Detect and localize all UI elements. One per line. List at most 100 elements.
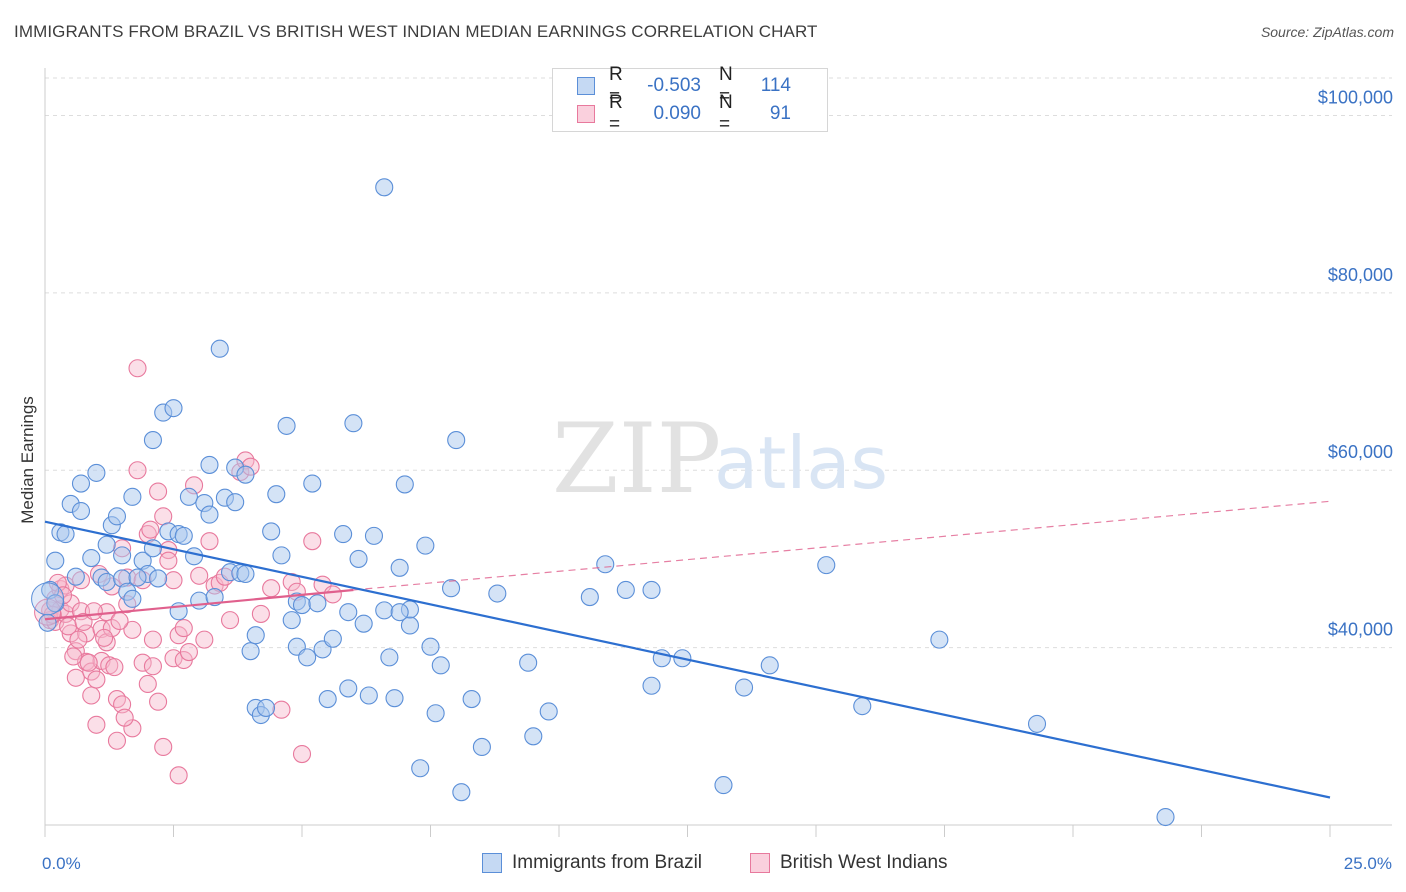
data-point-bwi — [107, 690, 127, 709]
data-point-brazil — [375, 178, 394, 197]
data-point-bwi — [272, 700, 291, 719]
data-point-bwi — [282, 572, 301, 592]
series-legend-swatch-blue — [482, 853, 502, 873]
data-point-bwi — [179, 643, 198, 662]
data-point-brazil — [143, 539, 162, 558]
data-point-brazil — [853, 697, 872, 716]
tick-labels: $40,000 $60,000 $80,000 $100,000 0.0% 25.0% — [42, 87, 1393, 873]
data-point-brazil — [339, 603, 358, 622]
data-point-brazil — [236, 564, 255, 584]
data-point-bwi — [66, 668, 85, 687]
legend-n-value: 91 — [769, 103, 791, 124]
data-point-brazil — [760, 656, 779, 675]
data-point-brazil — [277, 416, 296, 435]
data-point-brazil — [714, 776, 733, 795]
data-point-brazil — [318, 690, 337, 709]
data-point-bwi — [79, 653, 98, 672]
trend-line-bwi — [44, 588, 354, 621]
data-point-brazil — [359, 686, 378, 705]
data-point-bwi — [251, 604, 270, 623]
data-point-bwi — [123, 620, 142, 639]
data-point-brazil — [200, 505, 219, 524]
data-point-brazil — [128, 568, 147, 587]
x-tick-label: 0.0% — [42, 854, 81, 873]
data-point-bwi — [174, 619, 193, 638]
data-point-brazil — [596, 555, 615, 574]
data-point-brazil — [734, 678, 754, 697]
data-point-brazil — [524, 727, 543, 746]
data-point-bwi — [159, 551, 178, 570]
data-point-bwi — [143, 657, 162, 676]
data-point-brazil — [539, 702, 558, 721]
data-point-brazil — [421, 637, 440, 656]
data-point-brazil — [426, 704, 445, 723]
data-point-brazil — [97, 572, 116, 592]
data-point-brazil — [38, 613, 57, 632]
legend-n-value: 114 — [760, 75, 791, 96]
data-point-brazil — [411, 759, 430, 778]
data-point-bwi — [169, 766, 188, 785]
data-point-brazil — [292, 595, 312, 615]
y-tick-label: $60,000 — [1328, 442, 1393, 462]
data-point-bwi — [128, 461, 147, 480]
data-point-bwi — [95, 628, 114, 647]
legend-row-brazil: R = -0.503 N = 114 — [577, 64, 791, 107]
data-point-brazil — [817, 556, 836, 575]
data-point-brazil — [272, 546, 291, 565]
legend-swatch-pink — [577, 105, 595, 123]
data-point-brazil — [82, 548, 101, 568]
data-point-bwi — [128, 359, 147, 378]
data-point-bwi — [133, 653, 152, 672]
data-point-bwi — [115, 708, 134, 727]
data-point-brazil — [66, 567, 85, 586]
y-tick-label: $100,000 — [1318, 87, 1393, 107]
data-point-brazil — [323, 629, 342, 648]
series-legend-item-brazil: Immigrants from Brazil — [482, 852, 702, 874]
data-point-brazil — [390, 603, 409, 622]
data-point-bwi — [113, 695, 132, 714]
data-point-bwi — [102, 619, 121, 638]
data-point-bwi — [69, 630, 88, 649]
y-tick-label: $40,000 — [1328, 620, 1393, 640]
data-point-brazil — [71, 501, 91, 521]
data-point-bwi — [292, 744, 312, 764]
legend-n-label: N = — [719, 92, 733, 135]
data-point-brazil — [87, 463, 106, 482]
data-point-bwi — [82, 686, 101, 705]
trend-line-bwi-dashed — [353, 500, 1331, 591]
data-point-brazil-cluster — [31, 582, 65, 616]
data-point-brazil — [519, 653, 538, 672]
data-point-brazil — [241, 642, 260, 661]
data-point-bwi — [303, 532, 322, 551]
data-point-bwi — [84, 602, 103, 621]
data-point-bwi — [107, 731, 127, 750]
data-point-brazil — [46, 594, 65, 613]
data-point-brazil — [303, 474, 322, 493]
data-point-bwi — [220, 611, 240, 630]
data-point-brazil — [364, 526, 384, 545]
data-point-brazil — [472, 737, 491, 757]
data-point-brazil — [262, 522, 281, 541]
y-axis-label: Median Earnings — [18, 396, 37, 524]
data-point-brazil — [185, 547, 204, 566]
data-point-brazil — [339, 679, 358, 698]
data-point-brazil — [375, 601, 394, 620]
data-point-brazil — [930, 630, 949, 649]
data-point-brazil — [385, 689, 404, 708]
series-legend-label: British West Indians — [780, 852, 948, 873]
data-point-brazil — [1156, 807, 1175, 827]
data-point-bwi — [164, 571, 183, 590]
data-point-brazil — [143, 431, 162, 450]
data-point-brazil — [236, 465, 255, 484]
legend-r-label: R = — [609, 64, 623, 107]
data-point-brazil — [452, 783, 471, 802]
data-point-brazil — [334, 525, 353, 544]
legend-n-label: N = — [719, 64, 733, 107]
data-point-bwi — [105, 658, 124, 677]
data-point-bwi — [138, 674, 157, 694]
data-point-brazil — [190, 591, 209, 610]
data-point-brazil — [205, 588, 224, 607]
data-point-bwi — [141, 520, 160, 539]
grid-lines — [45, 77, 1392, 649]
